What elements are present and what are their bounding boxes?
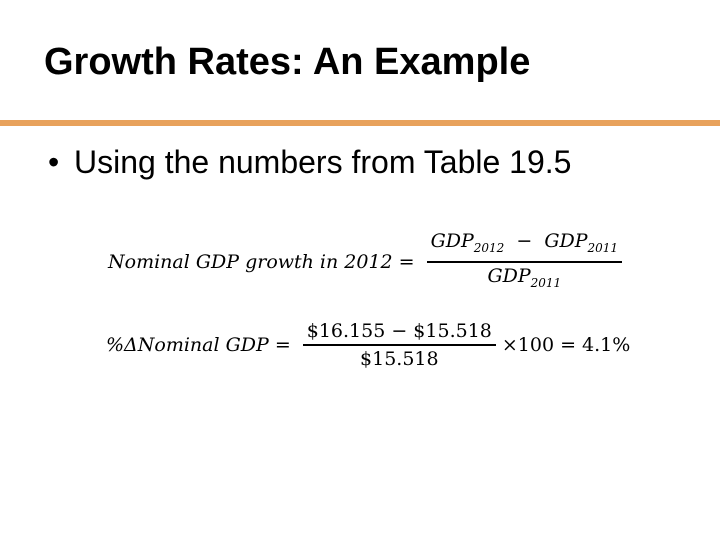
equation1-denominator: GDP2011 xyxy=(483,263,565,296)
numerator-term1: GDP xyxy=(430,230,474,252)
equation2-lhs: %ΔNominal GDP xyxy=(106,334,269,356)
denominator-term: GDP xyxy=(487,265,531,287)
equation-growth-formula: Nominal GDP growth in 2012 = GDP2012 − G… xyxy=(108,228,628,296)
denominator-term-subscript: 2011 xyxy=(530,276,562,290)
equation2-equals-result: = xyxy=(560,334,576,356)
equation2-result: 4.1% xyxy=(581,334,631,356)
bullet-item: • Using the numbers from Table 19.5 xyxy=(48,141,571,183)
equation2-denominator: $15.518 xyxy=(360,348,439,370)
slide-title: Growth Rates: An Example xyxy=(44,41,531,83)
equation2-numerator: $16.155 − $15.518 xyxy=(302,318,496,346)
equation-growth-calculation: %ΔNominal GDP = $16.155 − $15.518 $15.51… xyxy=(106,318,630,372)
equation2-equals: = xyxy=(274,334,291,356)
numerator-minus: − xyxy=(516,230,533,252)
equation1-lhs: Nominal GDP growth in 2012 xyxy=(108,251,393,273)
bullet-marker: • xyxy=(48,144,60,180)
equation1-fraction: GDP2012 − GDP2011 GDP2011 xyxy=(426,228,623,296)
equation1-equals: = xyxy=(398,251,415,273)
numerator-term1-subscript: 2012 xyxy=(473,241,505,255)
numerator-term2-subscript: 2011 xyxy=(587,241,619,255)
title-divider xyxy=(0,120,720,126)
bullet-text: Using the numbers from Table 19.5 xyxy=(74,144,572,180)
numerator-term2: GDP xyxy=(544,230,588,252)
equation2-fraction: $16.155 − $15.518 $15.518 xyxy=(302,318,496,372)
equation1-numerator: GDP2012 − GDP2011 xyxy=(426,228,623,263)
equation2-times: ×100 xyxy=(501,334,555,356)
